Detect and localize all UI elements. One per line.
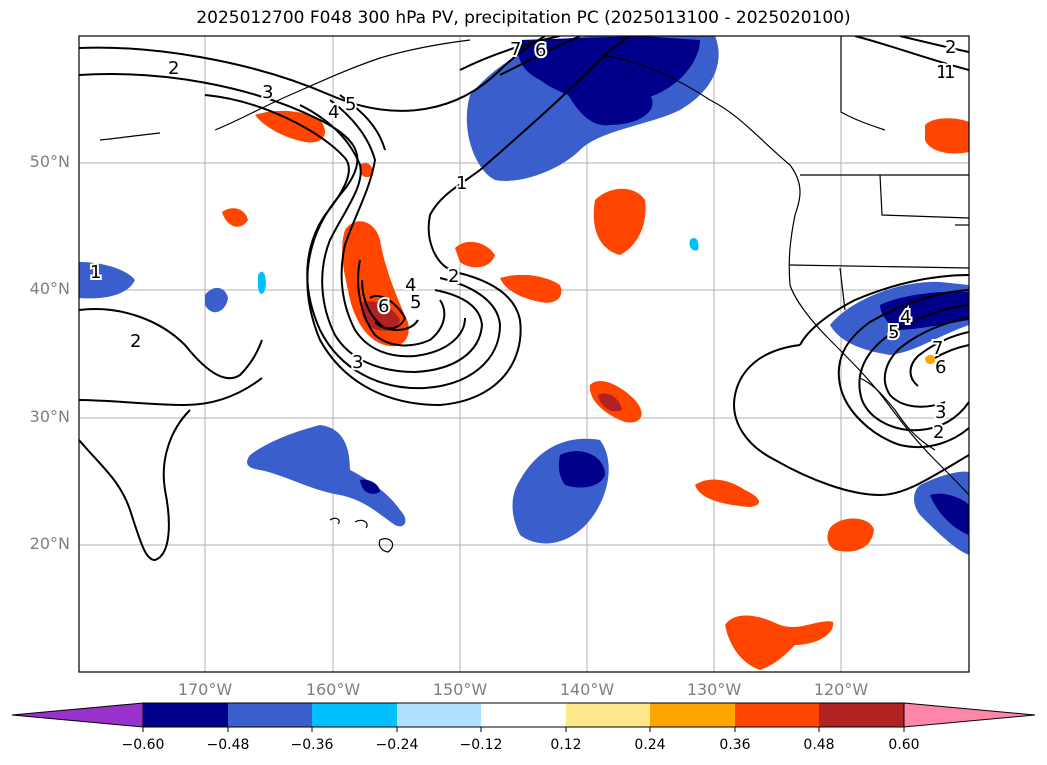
lat-label-50n: 50°N — [29, 152, 70, 171]
contour-label: 4 — [328, 102, 339, 123]
lat-label-20n: 20°N — [29, 534, 70, 553]
colorbar-segment — [735, 703, 819, 727]
colorbar-segment — [143, 703, 228, 727]
colorbar — [11, 702, 1036, 732]
contour-label: 5 — [888, 322, 899, 343]
coastlines — [99, 36, 969, 553]
colorbar-extend-right — [903, 702, 1036, 728]
lon-label-120w: 120°W — [813, 680, 869, 699]
colorbar-tick-label: 0.12 — [550, 737, 582, 753]
contour-label: 2 — [945, 37, 956, 58]
contour-label: 2 — [130, 331, 141, 352]
colorbar-tick-label: −0.36 — [290, 737, 334, 753]
lon-label-140w: 140°W — [559, 680, 615, 699]
pv-contours — [79, 36, 969, 562]
colorbar-tick-label: 0.24 — [634, 737, 666, 753]
contour-label: 2 — [168, 58, 179, 79]
colorbar-extend-left — [11, 702, 144, 728]
colorbar-segment — [650, 703, 735, 727]
lon-label-130w: 130°W — [686, 680, 742, 699]
lat-label-40n: 40°N — [29, 279, 70, 298]
colorbar-tick-label: −0.12 — [459, 737, 503, 753]
contour-label: 7 — [932, 338, 943, 359]
colorbar-segment — [566, 703, 650, 727]
colorbar-tick-label: 0.48 — [803, 737, 835, 753]
contour-label: 4 — [900, 307, 911, 328]
lon-label-150w: 150°W — [432, 680, 488, 699]
colorbar-segment — [397, 703, 481, 727]
colorbar-tick-label: −0.48 — [206, 737, 250, 753]
colorbar-segment — [819, 703, 904, 727]
colorbar-segment — [228, 703, 312, 727]
contour-label: 5 — [345, 94, 356, 115]
contour-label: 6 — [535, 40, 546, 61]
colorbar-tick-label: −0.60 — [121, 737, 165, 753]
colorbar-frame — [142, 702, 905, 728]
contour-label: 4 — [405, 275, 416, 296]
precip-positive-areas — [222, 110, 969, 670]
contour-label: 1 — [944, 62, 955, 83]
contour-label: 5 — [410, 292, 421, 313]
map-title: 2025012700 F048 300 hPa PV, precipitatio… — [196, 8, 851, 28]
contour-label: 2 — [933, 422, 944, 443]
contour-label: 6 — [935, 357, 946, 378]
lat-label-30n: 30°N — [29, 407, 70, 426]
lon-label-160w: 160°W — [305, 680, 361, 699]
colorbar-tick-label: 0.60 — [888, 737, 920, 753]
contour-label: 1 — [90, 262, 101, 283]
colorbar-segment — [481, 703, 566, 727]
lon-label-170w: 170°W — [177, 680, 233, 699]
colorbar-segment — [312, 703, 397, 727]
contour-label: 2 — [448, 266, 459, 287]
contour-labels: 2 1 3 4 5 7 6 1 2 4 5 6 3 2 1 2 5 4 7 6 … — [88, 36, 958, 445]
contour-label: 3 — [352, 352, 363, 373]
contour-label: 6 — [378, 296, 389, 317]
contour-label: 3 — [262, 82, 273, 103]
colorbar-tick-label: 0.36 — [719, 737, 751, 753]
contour-label: 7 — [510, 39, 521, 60]
colorbar-tick-label: −0.24 — [375, 737, 419, 753]
contour-label: 1 — [456, 173, 467, 194]
precip-negative-areas — [79, 36, 969, 555]
contour-label: 1 — [936, 62, 947, 83]
contour-label: 2 — [944, 36, 955, 57]
map-border — [78, 35, 970, 673]
contour-label: 3 — [935, 402, 946, 423]
